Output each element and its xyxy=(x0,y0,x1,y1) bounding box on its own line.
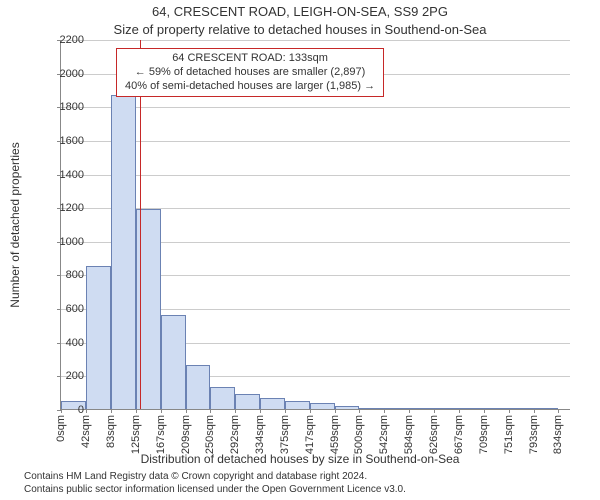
histogram-bar xyxy=(534,408,558,409)
y-tick-label: 1800 xyxy=(44,101,84,113)
histogram-bar xyxy=(260,398,284,409)
x-tick-mark xyxy=(434,409,435,413)
y-tick-label: 1000 xyxy=(44,236,84,248)
y-tick-label: 200 xyxy=(44,370,84,382)
x-tick-label: 0sqm xyxy=(55,415,67,442)
y-tick-label: 2200 xyxy=(44,34,84,46)
annotation-line-2: ← 59% of detached houses are smaller (2,… xyxy=(125,66,375,80)
x-tick-label: 834sqm xyxy=(552,415,564,454)
x-tick-label: 500sqm xyxy=(353,415,365,454)
y-tick-label: 800 xyxy=(44,269,84,281)
x-tick-mark xyxy=(210,409,211,413)
histogram-bar xyxy=(310,403,335,409)
x-tick-label: 626sqm xyxy=(428,415,440,454)
x-tick-label: 459sqm xyxy=(329,415,341,454)
x-tick-mark xyxy=(534,409,535,413)
y-tick-label: 400 xyxy=(44,337,84,349)
x-tick-mark xyxy=(558,409,559,413)
y-tick-label: 1200 xyxy=(44,202,84,214)
histogram-bar xyxy=(434,408,458,409)
histogram-bar xyxy=(186,365,210,409)
histogram-bar xyxy=(459,408,484,409)
x-tick-mark xyxy=(260,409,261,413)
x-tick-label: 292sqm xyxy=(229,415,241,454)
histogram-bar xyxy=(384,408,409,409)
x-tick-mark xyxy=(235,409,236,413)
x-tick-label: 542sqm xyxy=(378,415,390,454)
y-tick-label: 1400 xyxy=(44,169,84,181)
histogram-bar xyxy=(161,315,186,409)
x-tick-label: 83sqm xyxy=(105,415,117,448)
attribution-text: Contains HM Land Registry data © Crown c… xyxy=(24,471,406,496)
x-tick-mark xyxy=(384,409,385,413)
chart-subtitle: Size of property relative to detached ho… xyxy=(0,22,600,37)
reference-annotation-box: 64 CRESCENT ROAD: 133sqm ← 59% of detach… xyxy=(116,48,384,97)
x-tick-label: 751sqm xyxy=(503,415,515,454)
histogram-bar xyxy=(285,401,310,409)
x-tick-mark xyxy=(161,409,162,413)
x-tick-mark xyxy=(285,409,286,413)
x-tick-label: 667sqm xyxy=(453,415,465,454)
x-tick-mark xyxy=(484,409,485,413)
annotation-line-1: 64 CRESCENT ROAD: 133sqm xyxy=(125,52,375,66)
x-tick-mark xyxy=(409,409,410,413)
x-tick-label: 167sqm xyxy=(155,415,167,454)
gridline xyxy=(61,141,570,142)
y-tick-label: 600 xyxy=(44,303,84,315)
histogram-bar xyxy=(136,209,161,409)
histogram-bar xyxy=(335,406,359,409)
attribution-line-1: Contains HM Land Registry data © Crown c… xyxy=(24,471,406,484)
histogram-plot-area: 0sqm42sqm83sqm125sqm167sqm209sqm250sqm29… xyxy=(60,40,570,410)
gridline xyxy=(61,40,570,41)
x-tick-mark xyxy=(136,409,137,413)
y-tick-label: 1600 xyxy=(44,135,84,147)
histogram-bar xyxy=(409,408,434,409)
histogram-bar xyxy=(111,95,136,410)
x-tick-label: 793sqm xyxy=(528,415,540,454)
x-tick-label: 709sqm xyxy=(478,415,490,454)
x-tick-mark xyxy=(359,409,360,413)
x-tick-label: 584sqm xyxy=(403,415,415,454)
histogram-bar xyxy=(509,408,534,409)
attribution-line-2: Contains public sector information licen… xyxy=(24,484,406,497)
x-tick-label: 209sqm xyxy=(180,415,192,454)
x-tick-mark xyxy=(509,409,510,413)
gridline xyxy=(61,107,570,108)
x-tick-label: 334sqm xyxy=(254,415,266,454)
histogram-bar xyxy=(86,266,110,409)
gridline xyxy=(61,175,570,176)
annotation-line-3: 40% of semi-detached houses are larger (… xyxy=(125,80,375,94)
x-tick-mark xyxy=(86,409,87,413)
x-axis-label: Distribution of detached houses by size … xyxy=(0,452,600,466)
y-tick-label: 0 xyxy=(44,404,84,416)
x-tick-mark xyxy=(459,409,460,413)
y-axis-label: Number of detached properties xyxy=(8,40,22,410)
x-tick-label: 250sqm xyxy=(204,415,216,454)
histogram-bar xyxy=(359,408,384,409)
x-tick-label: 375sqm xyxy=(279,415,291,454)
histogram-bar xyxy=(235,394,260,409)
x-tick-mark xyxy=(310,409,311,413)
y-tick-label: 2000 xyxy=(44,68,84,80)
x-tick-label: 417sqm xyxy=(304,415,316,454)
x-tick-label: 42sqm xyxy=(80,415,92,448)
x-tick-mark xyxy=(186,409,187,413)
x-tick-label: 125sqm xyxy=(130,415,142,454)
histogram-bar xyxy=(210,387,235,409)
chart-title-line1: 64, CRESCENT ROAD, LEIGH-ON-SEA, SS9 2PG xyxy=(0,4,600,19)
x-tick-mark xyxy=(111,409,112,413)
histogram-bar xyxy=(484,408,509,409)
x-tick-mark xyxy=(335,409,336,413)
